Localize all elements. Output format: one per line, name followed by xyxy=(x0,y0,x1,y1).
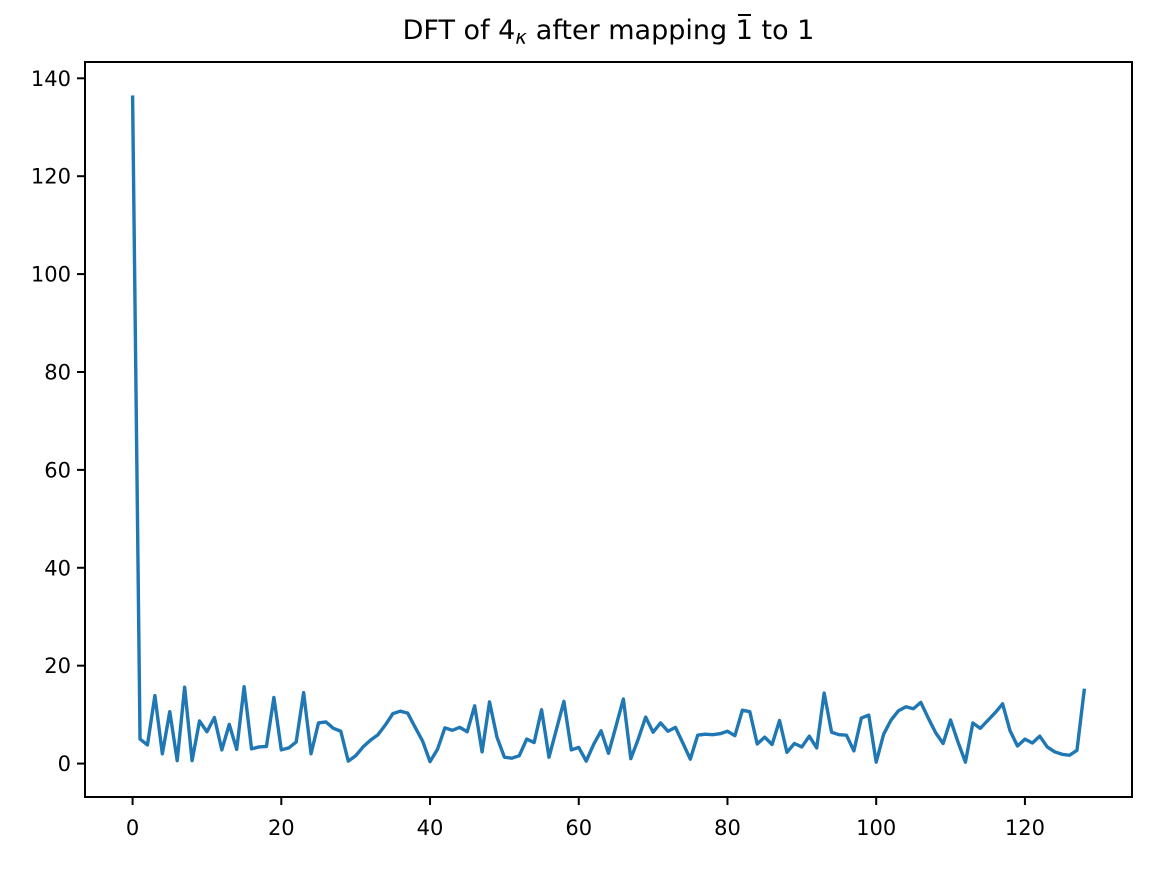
y-tick-label: 0 xyxy=(58,752,71,776)
title-text-suffix: to 1 xyxy=(752,15,815,46)
x-tick-label: 80 xyxy=(714,816,741,840)
y-tick-label: 20 xyxy=(44,654,71,678)
x-tick-label: 120 xyxy=(1005,816,1045,840)
dft-line-series xyxy=(130,95,1087,764)
title-text-middle: after mapping xyxy=(527,15,736,46)
x-tick-label: 40 xyxy=(417,816,444,840)
x-tick-label: 0 xyxy=(126,816,139,840)
x-tick-label: 100 xyxy=(856,816,896,840)
title-one-overbar: 1 xyxy=(735,14,753,46)
y-tick-label: 140 xyxy=(31,67,71,91)
y-tick-label: 100 xyxy=(31,263,71,287)
x-tick-label: 60 xyxy=(565,816,592,840)
x-tick-label: 20 xyxy=(268,816,295,840)
axes-spines xyxy=(84,61,1133,798)
title-kappa-subscript: κ xyxy=(515,25,528,49)
y-tick-label: 40 xyxy=(44,556,71,580)
y-tick-label: 120 xyxy=(31,165,71,189)
y-tick-label: 60 xyxy=(44,458,71,482)
y-tick-label: 80 xyxy=(44,360,71,384)
title-text-prefix: DFT of 4 xyxy=(402,15,516,46)
chart-title: DFT of 4κ after mapping 1 to 1 xyxy=(85,14,1132,49)
